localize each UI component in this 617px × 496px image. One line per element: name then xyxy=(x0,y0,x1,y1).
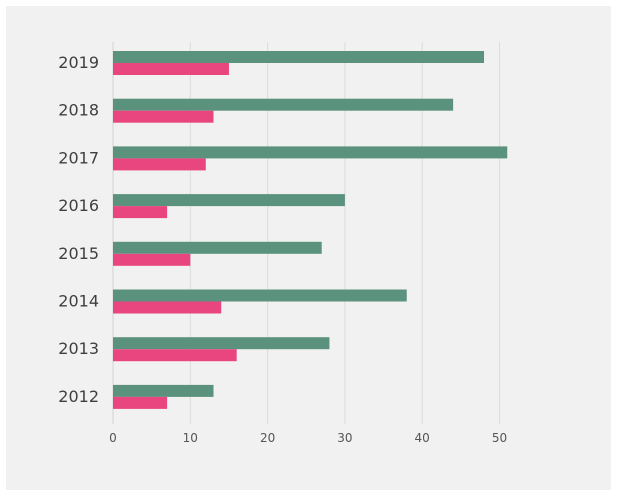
bar-2014-series2 xyxy=(113,301,222,314)
x-tick-label-50: 50 xyxy=(492,431,507,445)
x-axis-labels: 0 10 20 30 40 50 xyxy=(109,431,507,445)
bar-2016-series2 xyxy=(113,206,168,219)
y-tick-label-2015: 2015 xyxy=(58,244,99,263)
y-tick-label-2016: 2016 xyxy=(58,196,99,215)
y-tick-label-2014: 2014 xyxy=(58,292,99,311)
bar-chart: 2019 2018 2017 2016 2015 2014 2013 2012 0 10 20 30… xyxy=(58,42,508,445)
x-tick-label-10: 10 xyxy=(183,431,198,445)
x-tick-label-0: 0 xyxy=(109,431,117,445)
bar-2012-series1 xyxy=(113,384,214,397)
chart-panel: 2019 2018 2017 2016 2015 2014 2013 2012 0 10 20 30… xyxy=(6,6,611,490)
y-tick-label-2018: 2018 xyxy=(58,101,99,120)
bar-2018-series2 xyxy=(113,110,214,123)
bar-2013-series1 xyxy=(113,337,330,350)
bar-2018-series1 xyxy=(113,98,454,111)
y-axis-labels: 2019 2018 2017 2016 2015 2014 2013 2012 xyxy=(58,53,99,406)
y-tick-label-2019: 2019 xyxy=(58,53,99,72)
bar-2016-series1 xyxy=(113,194,345,207)
bar-2015-series2 xyxy=(113,253,191,266)
bar-2013-series2 xyxy=(113,349,237,362)
bar-2015-series1 xyxy=(113,241,322,254)
y-tick-label-2012: 2012 xyxy=(58,387,99,406)
bar-2012-series2 xyxy=(113,396,168,409)
x-tick-label-40: 40 xyxy=(415,431,430,445)
x-tick-label-30: 30 xyxy=(337,431,352,445)
y-tick-label-2017: 2017 xyxy=(58,148,99,167)
bar-2019-series1 xyxy=(113,51,485,63)
bar-2014-series1 xyxy=(113,289,407,302)
bars xyxy=(113,51,508,409)
bar-2017-series1 xyxy=(113,146,508,159)
bar-2019-series2 xyxy=(113,63,229,75)
y-tick-label-2013: 2013 xyxy=(58,339,99,358)
bar-2017-series2 xyxy=(113,158,206,171)
x-tick-label-20: 20 xyxy=(260,431,275,445)
